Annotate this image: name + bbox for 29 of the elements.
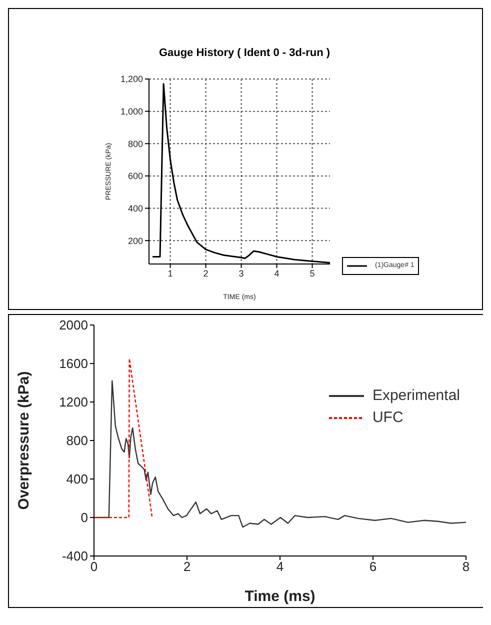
y-tick-label: 600 [128,171,143,182]
y-tick-label: 400 [128,203,143,214]
x-tick-label: 8 [462,559,470,574]
y-tick-label: 400 [66,472,88,487]
y-tick-label: 1,200 [120,74,143,84]
x-tick-label: 2 [203,268,208,278]
x-tick-label: 1 [168,268,173,278]
x-tick-label: 3 [238,268,244,278]
x-tick-label: 4 [276,559,284,574]
y-tick-label: 2000 [59,318,88,333]
x-tick-label: 0 [90,559,98,574]
y-axis-title: Overpressure (kPa) [15,371,32,510]
y-tick-label: 0 [80,510,88,526]
y-tick-label: 1200 [59,394,88,410]
legend-label: Experimental [372,386,460,406]
y-tick-label: 200 [128,236,143,246]
y-tick-label: 800 [66,433,88,448]
legend-label: UFC [372,408,404,428]
x-tick-label: 5 [310,268,315,278]
x-tick-label: 2 [183,559,191,574]
x-tick-label: 4 [274,268,280,278]
line-series [94,380,466,528]
y-tick-label: 1,000 [120,106,143,117]
y-tick-label: 800 [128,138,143,149]
x-axis-title: Time (ms) [244,588,316,605]
chart-title: Gauge History ( Ident 0 - 3d-run ) [158,47,332,59]
x-tick-label: 6 [369,559,377,574]
y-tick-label: 1600 [59,356,88,372]
y-tick-label: -400 [62,548,88,564]
